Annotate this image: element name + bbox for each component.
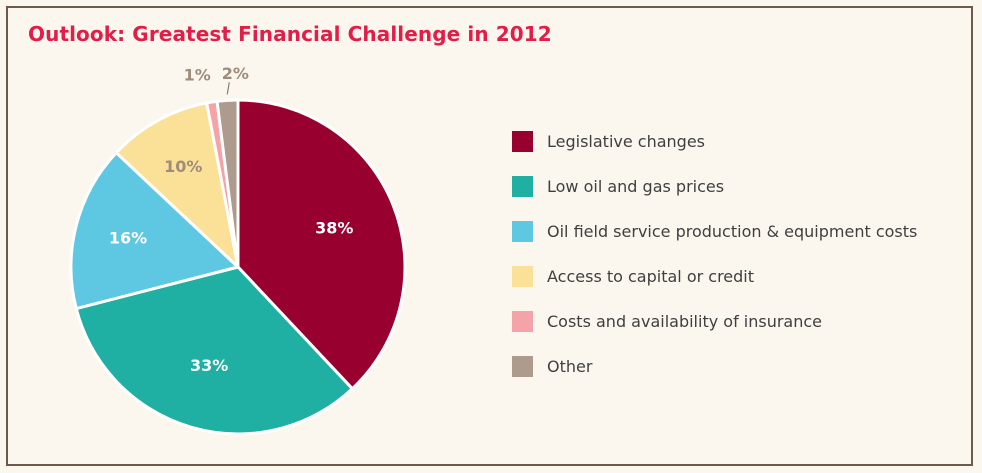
leader-line-other [226, 82, 230, 95]
data-label-costs-and-availability-of-insurance: 1% [184, 66, 211, 85]
pie-slice-oil-field-service-production-equipment-costs [69, 151, 240, 311]
legend-item-low-oil-and-gas-prices: Low oil and gas prices [512, 175, 917, 197]
legend-label: Legislative changes [547, 131, 705, 151]
legend-item-other: Other [512, 356, 917, 378]
pie-slice-low-oil-and-gas-prices [74, 265, 354, 436]
chart-legend: Legislative changes Low oil and gas price… [512, 130, 917, 401]
legend-item-oil-field-service-production-equipment-costs: Oil field service production & equipment… [512, 220, 917, 242]
pie-slice-access-to-capital-or-credit [114, 101, 240, 269]
legend-label: Other [547, 357, 593, 377]
legend-swatch-legislative-changes [512, 130, 533, 152]
data-label-access-to-capital-or-credit: 10% [164, 157, 202, 176]
legend-item-access-to-capital-or-credit: Access to capital or credit [512, 266, 917, 288]
legend-swatch-oil-field-service-production-equipment-costs [512, 220, 533, 242]
data-label-legislative-changes: 38% [315, 218, 353, 237]
pie-slice-other [215, 98, 240, 269]
legend-item-costs-and-availability-of-insurance: Costs and availability of insurance [512, 311, 917, 333]
legend-swatch-low-oil-and-gas-prices [512, 175, 533, 197]
legend-item-legislative-changes: Legislative changes [512, 130, 917, 152]
legend-swatch-access-to-capital-or-credit [512, 266, 533, 288]
legend-label: Low oil and gas prices [547, 176, 725, 196]
data-label-other: 2% [222, 64, 249, 83]
pie-slice-legislative-changes [236, 98, 407, 391]
legend-label: Access to capital or credit [547, 267, 755, 287]
legend-label: Oil field service production & equipment… [547, 221, 918, 241]
legend-label: Costs and availability of insurance [547, 312, 823, 332]
legend-swatch-costs-and-availability-of-insurance [512, 311, 533, 333]
data-label-low-oil-and-gas-prices: 33% [190, 356, 228, 375]
data-label-oil-field-service-production-equipment-costs: 16% [109, 228, 147, 247]
chart-title: Outlook: Greatest Financial Challenge in… [28, 22, 552, 46]
legend-swatch-other [512, 356, 533, 378]
